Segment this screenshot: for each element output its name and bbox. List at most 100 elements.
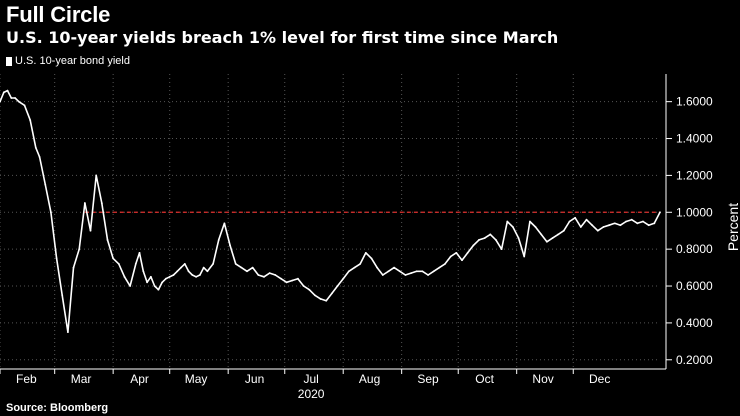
data-point — [370, 257, 373, 260]
data-point — [517, 237, 520, 239]
x-tick-label: Nov — [532, 372, 553, 386]
data-point — [364, 251, 367, 254]
y-tick-label: 0.2000 — [676, 353, 713, 367]
data-point — [415, 270, 418, 273]
data-point — [387, 270, 390, 273]
data-point — [268, 272, 271, 275]
y-tick-label: 1.2000 — [676, 168, 713, 182]
data-point — [257, 274, 260, 276]
data-point — [44, 183, 47, 186]
data-point — [161, 281, 164, 284]
chart-title: Full Circle — [6, 2, 111, 27]
data-point — [146, 281, 148, 284]
data-point — [562, 229, 565, 232]
data-point — [659, 211, 661, 214]
data-point — [512, 226, 514, 228]
data-point — [608, 224, 610, 227]
data-point — [66, 331, 69, 334]
x-tick-label: Apr — [130, 372, 149, 386]
y-tick-label: 1.0000 — [676, 205, 713, 219]
data-point — [613, 222, 616, 225]
data-point — [455, 251, 458, 254]
data-point — [506, 220, 509, 223]
data-point — [176, 270, 179, 273]
data-point — [206, 270, 209, 273]
data-point — [50, 211, 52, 214]
legend-label: U.S. 10-year bond yield — [15, 55, 130, 67]
data-point — [157, 288, 160, 291]
y-tick-label: 1.6000 — [676, 95, 713, 109]
data-point — [285, 281, 288, 284]
y-tick-label: 0.6000 — [676, 279, 713, 293]
x-tick-label: Sep — [417, 372, 439, 386]
data-point — [404, 274, 407, 276]
data-point — [72, 266, 75, 269]
data-point — [461, 259, 463, 262]
data-point — [123, 275, 126, 278]
data-point — [202, 266, 205, 269]
data-point — [195, 275, 198, 278]
data-point — [376, 266, 379, 269]
source-note: Source: Bloomberg — [6, 402, 109, 414]
data-point — [302, 285, 305, 287]
data-point — [23, 104, 26, 107]
data-point — [112, 257, 115, 260]
data-point — [398, 270, 401, 273]
data-point — [602, 226, 605, 228]
data-point — [165, 277, 167, 280]
data-point — [83, 202, 86, 204]
data-point — [0, 100, 1, 103]
data-point — [579, 226, 582, 228]
data-point — [212, 263, 214, 265]
data-point — [347, 270, 350, 273]
data-point — [149, 275, 152, 278]
data-point — [138, 251, 141, 254]
data-point — [432, 270, 435, 273]
data-point — [523, 255, 526, 258]
data-point — [308, 288, 311, 291]
data-point — [134, 263, 137, 265]
data-point — [187, 270, 190, 273]
data-point — [325, 299, 328, 302]
data-point — [223, 222, 226, 225]
data-point — [168, 275, 171, 278]
data-point — [251, 266, 254, 269]
data-point — [229, 244, 231, 247]
x-tick-label: Aug — [359, 372, 380, 386]
legend-swatch — [6, 56, 12, 66]
data-point — [353, 266, 356, 269]
data-point — [297, 277, 299, 280]
x-tick-label: Dec — [589, 372, 610, 386]
data-point — [393, 266, 396, 269]
data-point — [427, 274, 429, 276]
data-point — [596, 229, 599, 232]
data-point — [489, 233, 492, 236]
data-point — [500, 248, 503, 251]
data-point — [642, 220, 644, 223]
data-point — [180, 266, 182, 269]
data-point — [95, 174, 98, 177]
data-point — [410, 272, 412, 275]
data-point — [106, 239, 109, 241]
data-point — [78, 248, 81, 251]
data-point — [330, 292, 333, 295]
data-point — [540, 233, 543, 236]
data-point — [336, 285, 339, 287]
data-point — [17, 100, 20, 103]
data-point — [29, 119, 32, 121]
data-point — [117, 263, 120, 265]
data-point — [234, 263, 237, 265]
data-point — [14, 97, 16, 99]
data-point — [478, 239, 480, 241]
data-point — [619, 224, 622, 227]
data-point — [191, 274, 194, 276]
data-point — [636, 222, 639, 225]
data-point — [568, 220, 571, 223]
data-point — [653, 222, 656, 225]
data-point — [630, 218, 633, 221]
data-point — [2, 91, 5, 94]
data-point — [240, 266, 243, 269]
data-point — [495, 239, 497, 241]
chart-subtitle: U.S. 10-year yields breach 1% level for … — [6, 28, 559, 47]
